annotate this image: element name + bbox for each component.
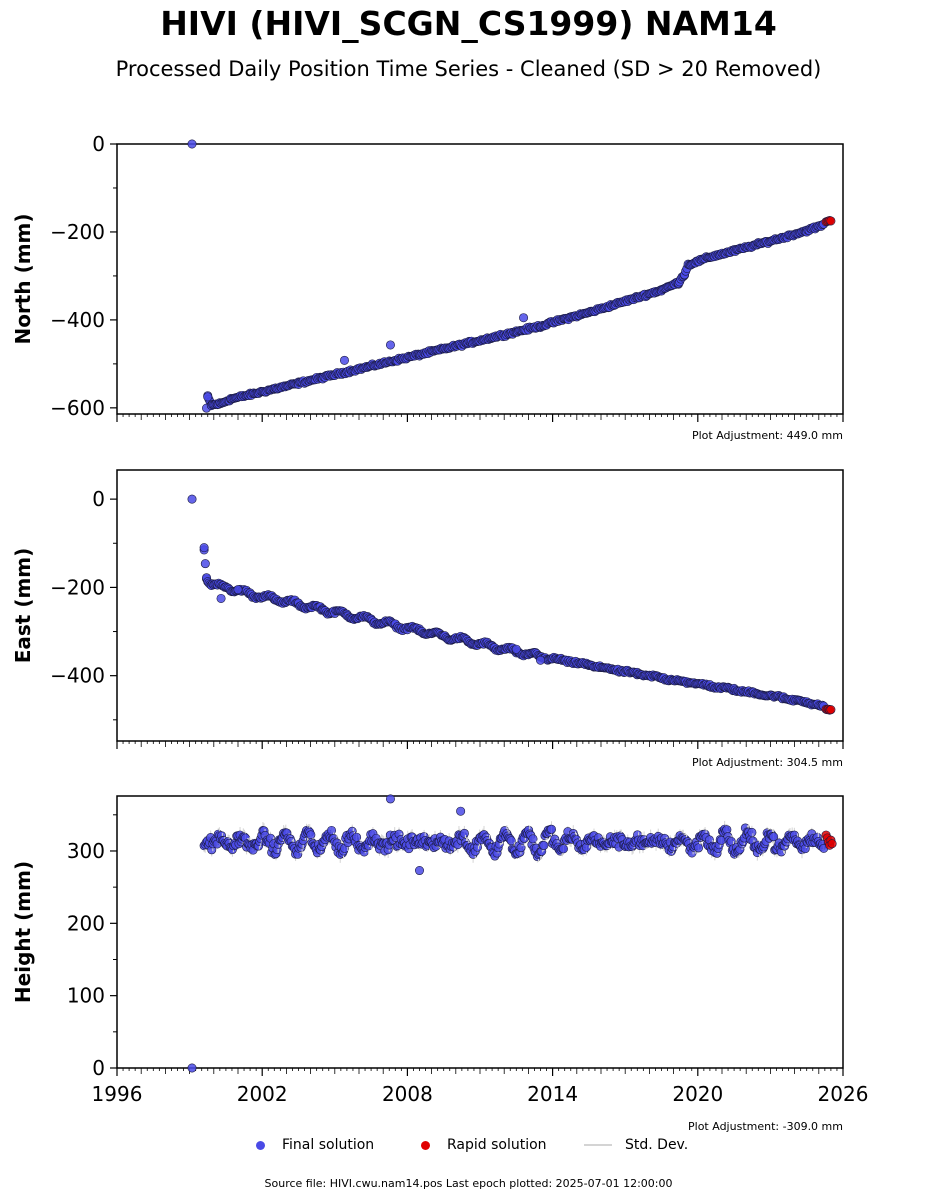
final-point — [203, 392, 213, 402]
legend-rapid-marker — [421, 1140, 430, 1150]
y-tick-label: 200 — [67, 911, 105, 935]
y-tick-label: 300 — [67, 839, 105, 863]
x-tick-label: 2008 — [382, 1082, 433, 1106]
y-tick-label: −400 — [50, 664, 105, 688]
plot-adjustment-label: Plot Adjustment: 304.5 mm — [692, 756, 843, 769]
y-axis-label: North (mm) — [11, 213, 35, 344]
y-tick-label: 0 — [92, 132, 105, 156]
final-point — [306, 830, 316, 840]
chart-panel-1: 0 −200 −400 −600 North (mm) Plot Adjustment: … — [11, 132, 844, 442]
final-point — [747, 827, 757, 837]
chart-subtitle: Processed Daily Position Time Series - C… — [115, 57, 822, 81]
plot-adjustment-label: Plot Adjustment: -309.0 mm — [688, 1120, 843, 1133]
plot-adjustment-label: Plot Adjustment: 449.0 mm — [692, 429, 843, 442]
final-point — [216, 593, 226, 603]
x-tick-label: 2020 — [672, 1082, 723, 1106]
y-tick-label: −200 — [50, 220, 105, 244]
rapid-point — [826, 216, 836, 226]
final-point — [187, 1063, 197, 1073]
legend-std-label: Std. Dev. — [625, 1137, 689, 1153]
y-tick-label: 0 — [92, 487, 105, 511]
final-point — [385, 340, 395, 350]
final-point — [187, 139, 197, 149]
y-tick-label: −200 — [50, 575, 105, 599]
legend-item-rapid: Rapid solution — [421, 1137, 547, 1153]
data-points — [187, 494, 836, 715]
final-point — [769, 832, 779, 842]
final-point — [511, 644, 521, 654]
legend-item-std: Std. Dev. — [584, 1137, 688, 1153]
final-point — [327, 825, 337, 835]
final-point — [528, 834, 538, 844]
axes-frame — [116, 143, 844, 415]
final-point — [199, 543, 209, 553]
final-point — [459, 828, 469, 838]
final-point — [233, 585, 243, 595]
legend-final-label: Final solution — [282, 1137, 375, 1153]
legend-final-marker — [256, 1140, 265, 1150]
y-axis-label: Height (mm) — [11, 861, 35, 1003]
final-point — [539, 840, 549, 850]
data-points — [187, 794, 837, 1073]
axes-frame — [116, 469, 844, 742]
final-point — [519, 313, 529, 323]
rapid-point — [826, 705, 836, 715]
final-point — [339, 355, 349, 365]
final-point — [694, 843, 704, 853]
legend-item-final: Final solution — [256, 1137, 374, 1153]
y-axis-label: East (mm) — [11, 548, 35, 664]
source-footer: Source file: HIVI.cwu.nam14.pos Last epo… — [264, 1177, 673, 1190]
y-tick-label: 0 — [92, 1056, 105, 1080]
final-point — [385, 794, 395, 804]
legend-std-marker — [584, 1144, 612, 1146]
x-tick-label: 2002 — [237, 1082, 288, 1106]
y-tick-label: 100 — [67, 984, 105, 1008]
final-point — [200, 559, 210, 569]
final-point — [547, 824, 557, 834]
x-tick-label: 2014 — [527, 1082, 578, 1106]
final-point — [535, 655, 545, 665]
final-point — [187, 494, 197, 504]
chart-title: HIVI (HIVI_SCGN_CS1999) NAM14 — [160, 4, 777, 43]
final-point — [352, 832, 362, 842]
x-tick-label: 1996 — [92, 1082, 143, 1106]
legend: Final solution Rapid solution Std. Dev. — [250, 1137, 710, 1159]
chart-panel-3: 0 100 200 300 1996 2002 2008 2014 2020 2026 Height… — [11, 794, 869, 1133]
rapid-point — [827, 839, 837, 849]
y-tick-label: −600 — [50, 396, 105, 420]
chart-panel-2: 0 −200 −400 East (mm) Plot Adjustment: 304.5… — [11, 469, 844, 769]
data-points — [187, 139, 836, 413]
y-tick-label: −400 — [50, 308, 105, 332]
legend-rapid-label: Rapid solution — [447, 1137, 547, 1153]
final-point — [456, 806, 466, 816]
final-point — [558, 844, 568, 854]
x-tick-label: 2026 — [818, 1082, 869, 1106]
final-point — [414, 866, 424, 876]
